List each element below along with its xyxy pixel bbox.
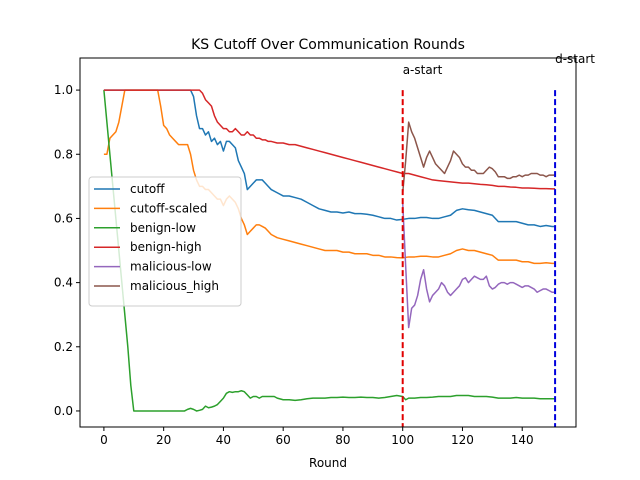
x-tick-label-4: 80 <box>335 433 350 447</box>
series-line-2 <box>103 90 556 412</box>
x-tick-label-3: 60 <box>276 433 291 447</box>
y-tick-label-1: 0.2 <box>54 340 73 354</box>
legend-label-2: benign-low <box>130 221 196 235</box>
series-line-1 <box>103 89 556 265</box>
vline-label-0: a-start <box>403 63 443 77</box>
y-tick-label-4: 0.8 <box>54 147 73 161</box>
y-tick-label-3: 0.6 <box>54 211 73 225</box>
legend: cutoff cutoff-scaled benign-low benign-high… <box>88 176 242 307</box>
legend-label-3: benign-high <box>130 240 202 254</box>
legend-label-5: malicious_high <box>130 279 219 293</box>
legend-label-1: cutoff-scaled <box>130 201 207 215</box>
series-line-3 <box>103 89 556 190</box>
series-line-4 <box>401 202 556 329</box>
x-tick-label-0: 0 <box>100 433 108 447</box>
x-tick-label-1: 20 <box>156 433 171 447</box>
x-tick-label-7: 140 <box>511 433 534 447</box>
x-axis-label: Round <box>309 456 347 470</box>
y-tick-label-5: 1.0 <box>54 83 73 97</box>
plot-area: a-start d-start 0 20 40 60 80 100 120 140 0.0 0.2 0.… <box>54 52 595 447</box>
y-tick-label-2: 0.4 <box>54 276 73 290</box>
axes-frame <box>79 57 577 428</box>
series-line-0 <box>103 89 556 228</box>
chart-title: KS Cutoff Over Communication Rounds <box>191 37 465 53</box>
x-tick-label-5: 100 <box>391 433 414 447</box>
vline-label-1: d-start <box>555 52 595 66</box>
legend-label-4: malicious-low <box>130 260 212 274</box>
legend-label-0: cutoff <box>130 182 165 196</box>
x-tick-label-2: 40 <box>216 433 231 447</box>
y-tick-label-0: 0.0 <box>54 404 73 418</box>
series-line-5 <box>401 121 556 193</box>
x-tick-label-6: 120 <box>451 433 474 447</box>
legend-box <box>88 176 242 307</box>
